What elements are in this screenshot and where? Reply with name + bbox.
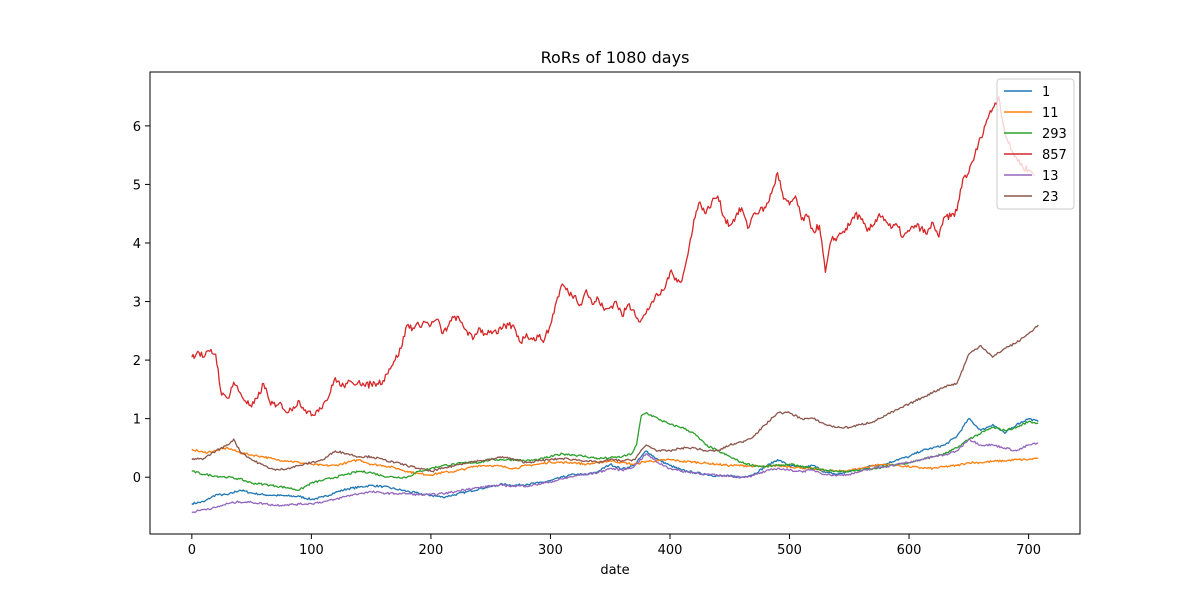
y-tick-label: 5 — [133, 178, 141, 193]
y-tick-label: 4 — [133, 237, 141, 252]
x-tick-label: 100 — [299, 543, 324, 558]
legend-label-1: 1 — [1042, 85, 1050, 100]
y-tick-label: 1 — [133, 413, 141, 428]
plot-frame — [149, 71, 1081, 535]
x-axis: 0 100 200 300 400 500 600 700 — [188, 534, 1041, 558]
series-line-11 — [191, 446, 1039, 477]
series-line-1 — [191, 417, 1039, 506]
legend-label-11: 11 — [1042, 106, 1059, 121]
series-line-23 — [191, 324, 1039, 473]
y-tick-label: 0 — [133, 471, 141, 486]
legend-label-857: 857 — [1042, 148, 1067, 163]
x-tick-label: 400 — [658, 543, 683, 558]
x-tick-label: 0 — [188, 543, 196, 558]
series-line-857 — [191, 95, 1036, 417]
legend-label-13: 13 — [1042, 169, 1059, 184]
series-line-13 — [191, 438, 1039, 513]
chart-title: RoRs of 1080 days — [541, 48, 690, 67]
x-tick-label: 500 — [777, 543, 802, 558]
series-layer — [191, 95, 1039, 513]
y-tick-label: 3 — [133, 296, 141, 311]
x-tick-label: 200 — [418, 543, 443, 558]
x-axis-label: date — [600, 563, 629, 578]
legend-box — [996, 78, 1075, 210]
legend-label-23: 23 — [1042, 190, 1059, 205]
x-tick-label: 300 — [538, 543, 563, 558]
x-tick-label: 700 — [1016, 543, 1041, 558]
x-tick-label: 600 — [897, 543, 922, 558]
legend-label-293: 293 — [1042, 127, 1067, 142]
y-tick-label: 6 — [133, 120, 141, 135]
y-axis: 0 1 2 3 4 5 6 — [133, 120, 150, 486]
y-tick-label: 2 — [133, 354, 141, 369]
